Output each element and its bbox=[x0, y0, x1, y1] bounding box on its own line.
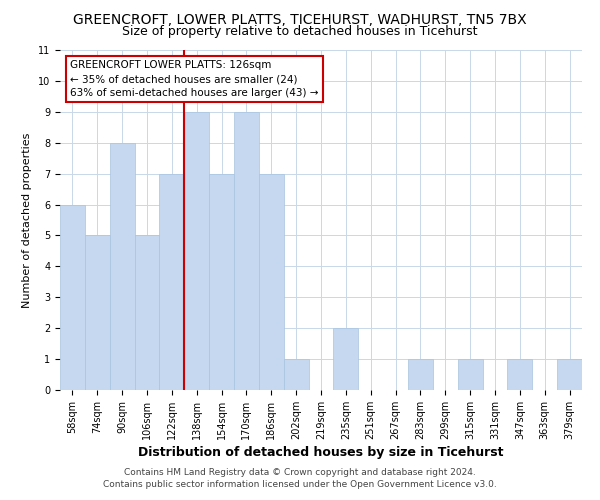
Bar bbox=[284, 359, 308, 390]
Bar bbox=[85, 236, 110, 390]
Text: Size of property relative to detached houses in Ticehurst: Size of property relative to detached ho… bbox=[122, 25, 478, 38]
X-axis label: Distribution of detached houses by size in Ticehurst: Distribution of detached houses by size … bbox=[138, 446, 504, 459]
Bar bbox=[184, 112, 209, 390]
Text: GREENCROFT LOWER PLATTS: 126sqm
← 35% of detached houses are smaller (24)
63% of: GREENCROFT LOWER PLATTS: 126sqm ← 35% of… bbox=[70, 60, 319, 98]
Bar bbox=[259, 174, 284, 390]
Bar bbox=[209, 174, 234, 390]
Text: Contains HM Land Registry data © Crown copyright and database right 2024.
Contai: Contains HM Land Registry data © Crown c… bbox=[103, 468, 497, 489]
Y-axis label: Number of detached properties: Number of detached properties bbox=[22, 132, 32, 308]
Bar bbox=[557, 359, 582, 390]
Bar bbox=[408, 359, 433, 390]
Text: GREENCROFT, LOWER PLATTS, TICEHURST, WADHURST, TN5 7BX: GREENCROFT, LOWER PLATTS, TICEHURST, WAD… bbox=[73, 12, 527, 26]
Bar bbox=[458, 359, 482, 390]
Bar bbox=[508, 359, 532, 390]
Bar bbox=[160, 174, 184, 390]
Bar bbox=[60, 204, 85, 390]
Bar bbox=[110, 142, 134, 390]
Bar bbox=[334, 328, 358, 390]
Bar bbox=[234, 112, 259, 390]
Bar bbox=[134, 236, 160, 390]
